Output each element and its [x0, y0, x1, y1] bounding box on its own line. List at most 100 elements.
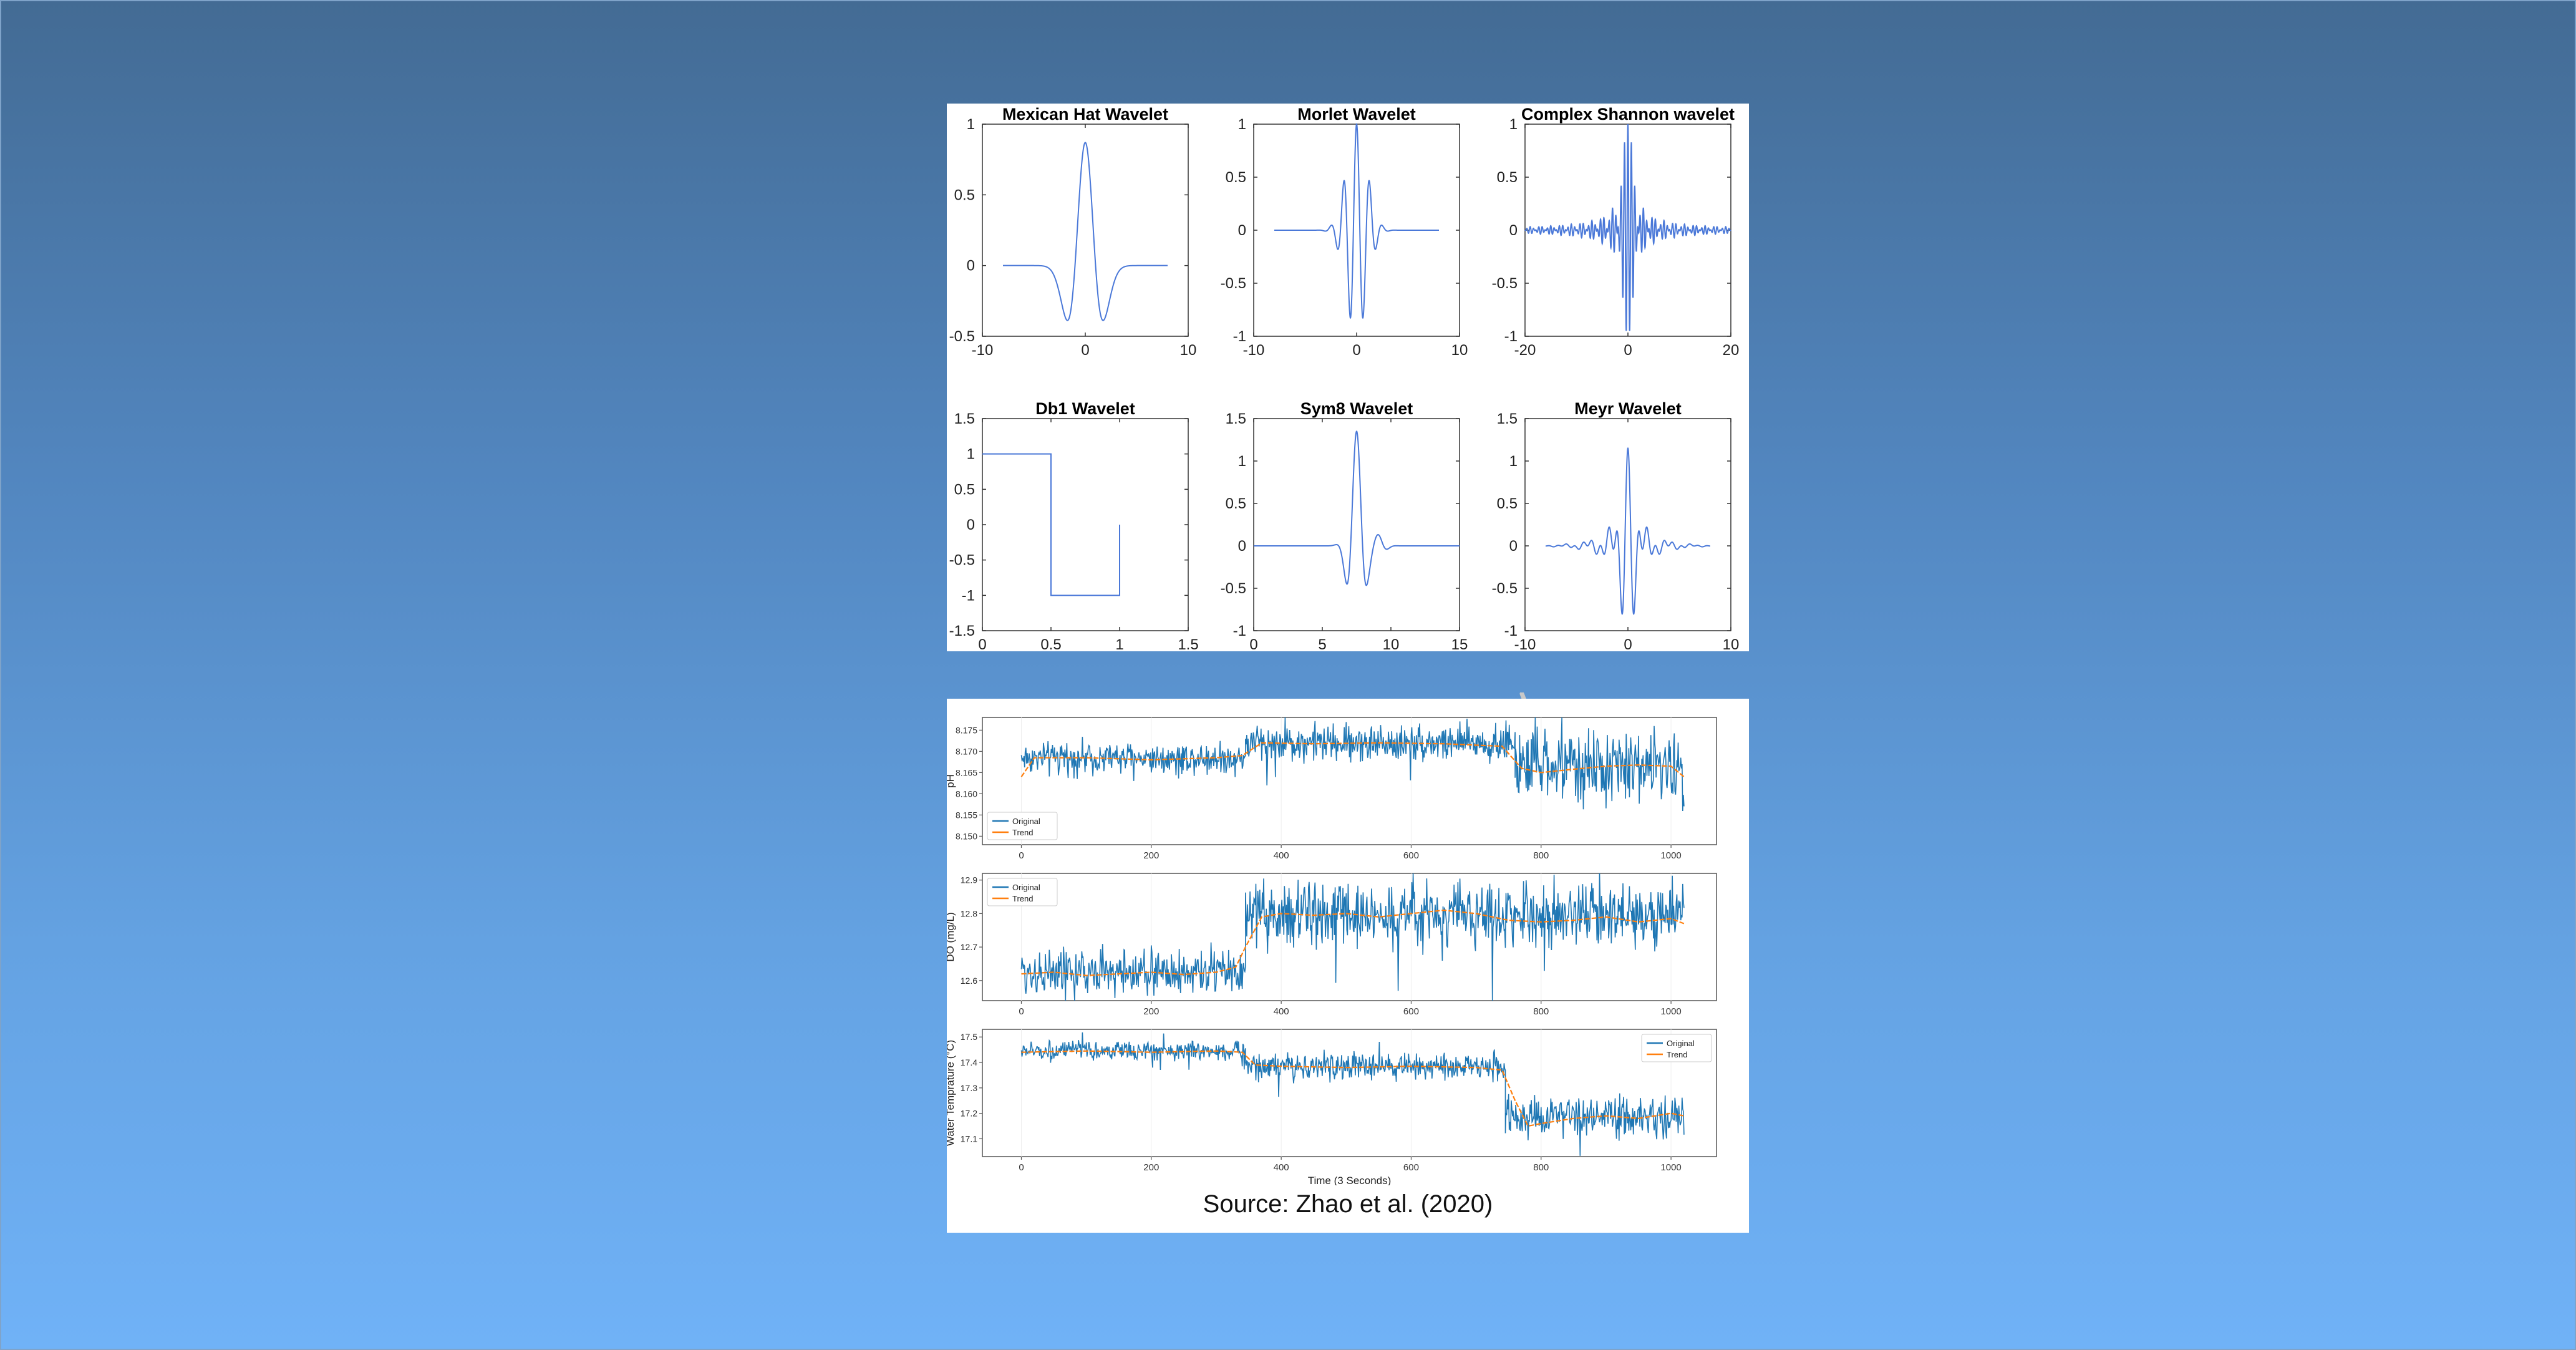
- y-tick-label: 0.5: [1226, 169, 1246, 186]
- y-tick-label: -0.5: [949, 328, 975, 345]
- x-tick-label: 600: [1403, 1006, 1419, 1017]
- x-tick-label: 1.5: [1178, 636, 1198, 651]
- y-tick-label: 8.160: [956, 789, 977, 799]
- original-series-line: [1020, 1032, 1685, 1156]
- y-tick-label: 0.5: [1497, 169, 1518, 186]
- wavelet-chart-1: Mexican Hat Wavelet -10 0 10 -0.5 0 0.5 1: [949, 105, 1197, 359]
- y-tick-label: 1: [1509, 116, 1518, 133]
- y-tick-label: 8.165: [956, 767, 977, 777]
- y-tick-label: 1: [1238, 116, 1246, 133]
- y-tick-label: -0.5: [1492, 275, 1518, 292]
- x-tick-label: 10: [1180, 342, 1197, 359]
- legend-label-trend: Trend: [1667, 1050, 1687, 1059]
- chart-title: Mexican Hat Wavelet: [1002, 105, 1168, 124]
- y-tick-label: 1: [967, 446, 975, 463]
- y-tick-label: 17.3: [961, 1083, 977, 1093]
- x-tick-label: 10: [1451, 342, 1468, 359]
- x-axis-label: Time (3 Seconds): [1308, 1175, 1392, 1185]
- wavelet-curve: [1524, 124, 1731, 331]
- y-tick-label: 12.9: [961, 875, 977, 885]
- x-tick-label: 1000: [1660, 1006, 1681, 1017]
- x-tick-label: 600: [1403, 1162, 1419, 1173]
- y-tick-label: 0: [1238, 222, 1246, 239]
- plot-frame: [982, 418, 1189, 631]
- legend-label-trend: Trend: [1012, 828, 1033, 837]
- y-tick-label: 8.150: [956, 831, 977, 841]
- chart-title: Morlet Wavelet: [1297, 105, 1416, 124]
- timeseries-figure: 0 200 400 600 800 1000 8.150 8.155 8.160 8.165 8.1…: [947, 699, 1749, 1233]
- x-tick-label: 15: [1451, 636, 1468, 651]
- x-tick-label: 10: [1383, 636, 1400, 651]
- x-tick-label: 1: [1115, 636, 1123, 651]
- x-tick-label: 0: [978, 636, 986, 651]
- x-tick-label: 0: [1352, 342, 1360, 359]
- wavelet-chart-5: Sym8 Wavelet 0 5 10 15 -1 -0.5 0 0.5 1 1.5: [1221, 399, 1468, 651]
- y-tick-label: 8.155: [956, 810, 977, 820]
- plot-frame: [982, 873, 1717, 1001]
- y-tick-label: -0.5: [1221, 580, 1246, 597]
- plot-frame: [982, 124, 1189, 337]
- y-tick-label: -1: [1504, 328, 1518, 345]
- chart-title: Sym8 Wavelet: [1300, 399, 1413, 418]
- y-tick-label: 12.6: [961, 976, 977, 986]
- x-tick-label: 1000: [1660, 850, 1681, 861]
- x-tick-label: 0: [1624, 636, 1632, 651]
- y-tick-label: 12.8: [961, 908, 977, 918]
- x-tick-label: 800: [1533, 1162, 1549, 1173]
- original-series-line: [1020, 717, 1685, 812]
- y-tick-label: -1: [1504, 623, 1518, 639]
- timeseries-stack: 0 200 400 600 800 1000 8.150 8.155 8.160 8.165 8.1…: [947, 717, 1717, 1185]
- x-tick-label: -10: [1514, 636, 1536, 651]
- source-caption: Source: Zhao et al. (2020): [1203, 1190, 1493, 1218]
- legend: Original Trend: [987, 812, 1058, 840]
- wavelet-curve: [982, 453, 1120, 596]
- trend-series-line: [1021, 909, 1685, 976]
- wavelet-grid: Mexican Hat Wavelet-10 0 10-0.500.51Morlet…: [949, 105, 1740, 651]
- x-tick-label: 0: [1081, 342, 1089, 359]
- timeseries-chart-3: 0 200 400 600 800 1000 17.1 17.2 17.3 17.4 17.5 Wat…: [947, 1029, 1717, 1185]
- legend-label-original: Original: [1012, 817, 1040, 826]
- wavelet-chart-4: Db1 Wavelet 0 0.5 1 1.5 -1.5 -1 -0.5 0 0.5 1 1.5: [949, 399, 1199, 651]
- x-tick-label: -20: [1514, 342, 1536, 359]
- x-tick-label: -10: [1243, 342, 1265, 359]
- plot-frame: [982, 1029, 1717, 1157]
- y-tick-label: 1: [1509, 453, 1518, 470]
- wavelet-figure: Mexican Hat Wavelet -10 0 10 -0.5 0 0.5 1 Morlet…: [947, 104, 1749, 651]
- trend-series-line: [1021, 1050, 1685, 1127]
- y-tick-label: 12.7: [961, 942, 977, 952]
- wavelet-chart-3: Complex Shannon wavelet -20 0 20 -1 -0.5 0 0.5 1: [1492, 105, 1740, 359]
- y-tick-label: 0.5: [1497, 495, 1518, 512]
- chart-title: Complex Shannon wavelet: [1521, 105, 1735, 124]
- y-tick-label: 1.5: [1226, 410, 1246, 427]
- y-tick-label: 17.2: [961, 1109, 977, 1119]
- x-tick-label: 400: [1274, 850, 1289, 861]
- original-series-line: [1020, 873, 1685, 1001]
- legend: Original Trend: [987, 878, 1058, 906]
- y-tick-label: 1: [967, 116, 975, 133]
- y-axis-label: Water Temprature (°C): [947, 1040, 956, 1146]
- wavelet-curve: [1546, 447, 1710, 615]
- x-tick-label: 200: [1143, 1006, 1159, 1017]
- chart-title: Db1 Wavelet: [1035, 399, 1135, 418]
- y-tick-label: 1: [1238, 453, 1246, 470]
- timeseries-chart-1: 0 200 400 600 800 1000 8.150 8.155 8.160 8.165 8.1…: [947, 717, 1717, 861]
- y-tick-label: 1.5: [1497, 410, 1518, 427]
- x-tick-label: 0: [1249, 636, 1257, 651]
- x-tick-label: 20: [1723, 342, 1740, 359]
- y-tick-label: 0.5: [1226, 495, 1246, 512]
- x-tick-label: 1000: [1660, 1162, 1681, 1173]
- y-axis-label: DO (mg/L): [947, 912, 956, 961]
- y-axis-label: pH: [947, 774, 956, 788]
- y-tick-label: 0: [1238, 538, 1246, 555]
- y-tick-label: 8.170: [956, 746, 977, 756]
- wavelet-chart-2: Morlet Wavelet -10 0 10 -1 -0.5 0 0.5 1: [1221, 105, 1468, 359]
- x-tick-label: 600: [1403, 850, 1419, 861]
- y-tick-label: 0: [1509, 222, 1518, 239]
- x-tick-label: 0.5: [1040, 636, 1061, 651]
- x-tick-label: 0: [1019, 1162, 1024, 1173]
- y-tick-label: -1: [1233, 623, 1246, 639]
- x-tick-label: 0: [1624, 342, 1632, 359]
- y-tick-label: 0: [1509, 538, 1518, 555]
- y-tick-label: 1.5: [954, 410, 975, 427]
- y-tick-label: -0.5: [1492, 580, 1518, 597]
